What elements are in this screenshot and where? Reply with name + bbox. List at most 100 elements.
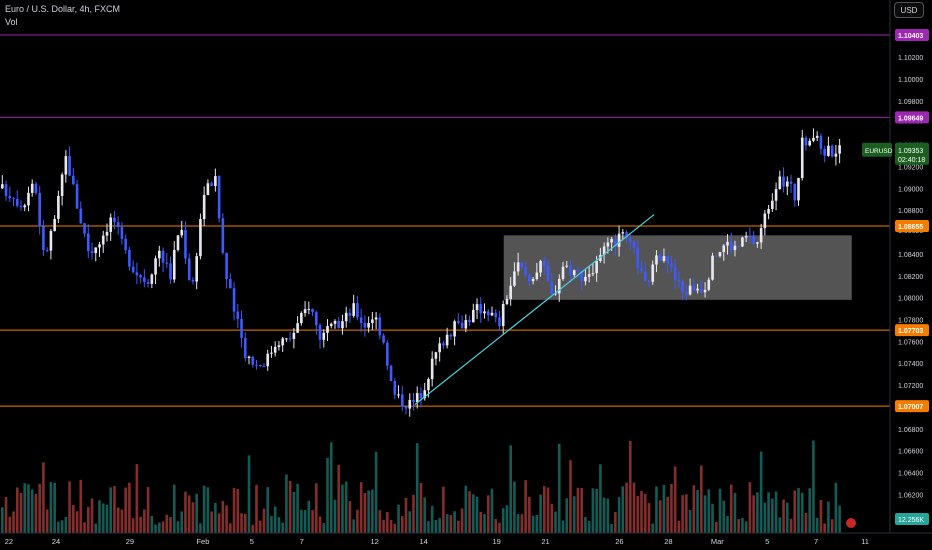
volume-bar [101, 503, 105, 533]
candle-body [569, 265, 572, 276]
volume-bar [57, 521, 60, 533]
volume-bar [363, 493, 367, 533]
volume-bar [116, 507, 120, 533]
candle-body [673, 267, 677, 280]
candle-body [737, 245, 741, 247]
volume-bar [4, 497, 8, 533]
candle-body [557, 278, 561, 294]
candle-body [415, 393, 419, 403]
candle-body [711, 255, 714, 280]
candle-body [303, 309, 307, 314]
volume-bar [449, 515, 453, 533]
candle-body [442, 343, 445, 346]
candle-body [834, 153, 838, 157]
candle-body [400, 394, 404, 407]
candle-body [576, 270, 580, 272]
volume-bar [83, 522, 86, 533]
price-level-badge-label: 1.10403 [898, 33, 923, 40]
candle-body [838, 145, 841, 154]
volume-bar [681, 495, 684, 533]
candle-body [60, 174, 64, 196]
volume-bar [599, 464, 602, 533]
volume-bar [460, 508, 464, 533]
candle-body [42, 226, 45, 251]
time-tick-label: 14 [419, 537, 427, 546]
last-price-badge [895, 142, 929, 165]
volume-bar [415, 443, 419, 533]
volume-bar [128, 482, 131, 533]
price-tick-label: 1.06400 [898, 471, 923, 478]
candle-body [726, 241, 729, 246]
volume-bar [516, 514, 520, 533]
candle-body [356, 303, 359, 318]
candle-body [195, 256, 198, 282]
volume-bar [445, 514, 449, 533]
price-tick-label: 1.07200 [898, 383, 923, 390]
candle-body [722, 245, 726, 253]
volume-bar [595, 488, 598, 533]
candle-body [311, 308, 314, 313]
candle-body [229, 279, 232, 289]
candle-body [389, 365, 393, 382]
volume-value-badge [895, 513, 929, 525]
volume-bar [640, 490, 643, 533]
volume-bar [318, 516, 322, 533]
candle-body [157, 250, 161, 259]
candle-body [688, 285, 692, 295]
candle-body [752, 236, 755, 244]
volume-bar [292, 491, 296, 533]
candle-body [509, 285, 512, 300]
volume-bar [311, 510, 314, 533]
candle-body [543, 260, 546, 266]
volume-indicator-label[interactable]: Vol [5, 17, 18, 27]
volume-bar [782, 499, 785, 533]
candle-body [329, 323, 333, 326]
volume-bar [808, 488, 812, 533]
volume-bar [143, 509, 146, 533]
candle-body [109, 217, 113, 232]
candle-body [651, 264, 655, 282]
candle-body [457, 321, 460, 323]
volume-bar [42, 462, 45, 533]
currency-button[interactable]: USD [894, 2, 924, 18]
volume-bar [741, 518, 744, 533]
volume-bar [389, 519, 393, 533]
volume-bar [341, 484, 344, 533]
volume-bar [49, 481, 53, 533]
price-tick-label: 1.09000 [898, 186, 923, 193]
volume-bar [767, 492, 770, 533]
volume-bar [165, 514, 169, 533]
candle-body [610, 238, 613, 243]
candle-body [827, 145, 830, 156]
volume-bar [520, 514, 524, 533]
candle-body [27, 192, 30, 206]
volume-bar [382, 519, 385, 533]
candle-body [101, 235, 105, 245]
volume-bar [673, 466, 677, 533]
volume-bar [348, 501, 352, 533]
volume-bar [576, 487, 580, 533]
volume-bar [146, 487, 150, 533]
candle-body [307, 308, 311, 310]
candle-body [165, 262, 169, 264]
candle-body [105, 231, 109, 236]
volume-bar [180, 511, 184, 533]
volume-bar [94, 523, 98, 533]
candle-body [359, 317, 363, 324]
price-tick-label: 1.08200 [898, 274, 923, 281]
volume-bar [632, 482, 636, 533]
candle-body [393, 381, 397, 395]
price-level-badge-label: 1.09649 [898, 115, 923, 122]
volume-bar [524, 480, 527, 533]
time-tick-label: 29 [126, 537, 134, 546]
candle-body [793, 183, 797, 201]
candle-body [460, 322, 464, 329]
volume-bar [161, 521, 165, 533]
volume-bar [677, 520, 681, 533]
candle-body [187, 258, 191, 280]
volume-bar [109, 487, 113, 533]
volume-bar [591, 488, 595, 533]
volume-bar [610, 524, 613, 533]
candle-body [677, 279, 681, 282]
